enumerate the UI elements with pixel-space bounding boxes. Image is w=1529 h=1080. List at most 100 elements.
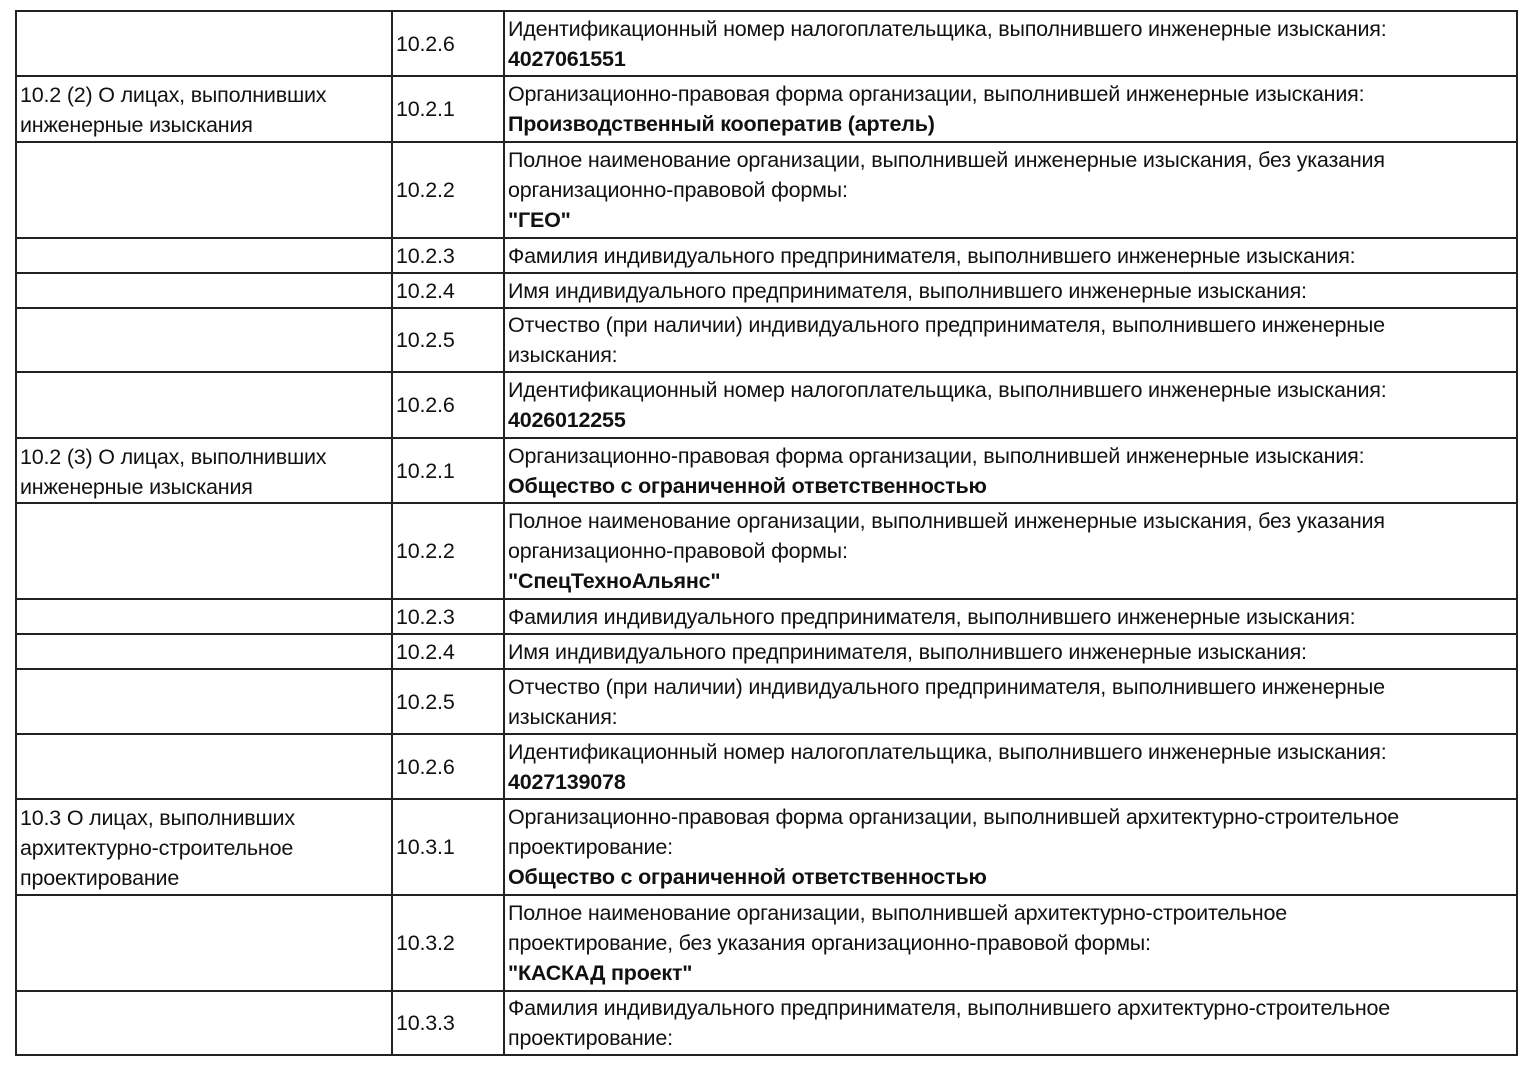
item-content: Полное наименование организации, выполни… bbox=[503, 894, 1518, 992]
section-cell bbox=[15, 307, 393, 373]
item-label: Идентификационный номер налогоплательщик… bbox=[508, 739, 1387, 764]
item-label: изыскания: bbox=[508, 704, 618, 729]
item-content: Идентификационный номер налогоплательщик… bbox=[503, 733, 1518, 800]
table-row: 10.2.3 Фамилия индивидуального предприним… bbox=[15, 237, 1518, 274]
table-row: 10.3.3 Фамилия индивидуального предприним… bbox=[15, 990, 1518, 1056]
item-content: Имя индивидуального предпринимателя, вып… bbox=[503, 272, 1518, 309]
table-row: 10.2.3 Фамилия индивидуального предприним… bbox=[15, 598, 1518, 635]
item-content: Отчество (при наличии) индивидуального п… bbox=[503, 307, 1518, 373]
item-content: Организационно-правовая форма организаци… bbox=[503, 798, 1518, 896]
item-code: 10.2.4 bbox=[391, 633, 505, 670]
section-cell bbox=[15, 990, 393, 1056]
section-cell bbox=[15, 598, 393, 635]
section-title: 10.2 (3) О лицах, выполнивших bbox=[20, 445, 327, 469]
section-cell: 10.2 (2) О лицах, выполнивших инженерные … bbox=[15, 75, 393, 143]
item-content: Организационно-правовая форма организаци… bbox=[503, 437, 1518, 504]
item-label: Полное наименование организации, выполни… bbox=[508, 148, 1385, 172]
table-row: 10.2.2 Полное наименование организации, в… bbox=[15, 141, 1518, 239]
item-code: 10.2.2 bbox=[391, 141, 505, 239]
item-content: Имя индивидуального предпринимателя, вып… bbox=[503, 633, 1518, 670]
item-label: Организационно-правовая форма организаци… bbox=[508, 82, 1365, 106]
item-content: Фамилия индивидуального предпринимателя,… bbox=[503, 237, 1518, 274]
item-label: организационно-правовой формы: bbox=[508, 178, 848, 202]
item-label: Имя индивидуального предпринимателя, вып… bbox=[508, 639, 1307, 664]
item-code: 10.3.3 bbox=[391, 990, 505, 1056]
section-cell bbox=[15, 733, 393, 800]
item-code: 10.2.6 bbox=[391, 733, 505, 800]
item-value: "ГЕО" bbox=[508, 208, 571, 232]
item-value: Общество с ограниченной ответственностью bbox=[508, 865, 987, 889]
section-title: 10.2 (2) О лицах, выполнивших bbox=[20, 83, 327, 107]
item-code: 10.2.5 bbox=[391, 307, 505, 373]
section-cell bbox=[15, 141, 393, 239]
section-title: 10.3 О лицах, выполнивших bbox=[20, 806, 295, 830]
item-label: Идентификационный номер налогоплательщик… bbox=[508, 16, 1387, 41]
item-value: "КАСКАД проект" bbox=[508, 961, 693, 985]
item-code: 10.2.6 bbox=[391, 371, 505, 439]
table-row: 10.3 О лицах, выполнивших архитектурно-ст… bbox=[15, 798, 1518, 896]
table-row: 10.2.5 Отчество (при наличии) индивидуаль… bbox=[15, 668, 1518, 735]
item-label: Организационно-правовая форма организаци… bbox=[508, 443, 1365, 468]
item-content: Отчество (при наличии) индивидуального п… bbox=[503, 668, 1518, 735]
item-code: 10.3.1 bbox=[391, 798, 505, 896]
item-content: Фамилия индивидуального предпринимателя,… bbox=[503, 598, 1518, 635]
item-label: Фамилия индивидуального предпринимателя,… bbox=[508, 604, 1356, 629]
section-cell bbox=[15, 894, 393, 992]
section-title: инженерные изыскания bbox=[20, 113, 253, 137]
table-row: 10.2 (3) О лицах, выполнивших инженерные … bbox=[15, 437, 1518, 504]
table-row: 10.2.6 Идентификационный номер налогоплат… bbox=[15, 10, 1518, 77]
item-content: Идентификационный номер налогоплательщик… bbox=[503, 10, 1518, 77]
document-table: 10.2.6 Идентификационный номер налогоплат… bbox=[15, 10, 1518, 1056]
section-cell bbox=[15, 237, 393, 274]
item-value: 4027139078 bbox=[508, 769, 626, 794]
item-label: проектирование: bbox=[508, 1026, 673, 1050]
item-value: 4026012255 bbox=[508, 408, 626, 432]
section-cell: 10.2 (3) О лицах, выполнивших инженерные … bbox=[15, 437, 393, 504]
section-cell bbox=[15, 10, 393, 77]
item-content: Идентификационный номер налогоплательщик… bbox=[503, 371, 1518, 439]
table-row: 10.2.4 Имя индивидуального предпринимател… bbox=[15, 633, 1518, 670]
item-content: Фамилия индивидуального предпринимателя,… bbox=[503, 990, 1518, 1056]
item-label: Отчество (при наличии) индивидуального п… bbox=[508, 674, 1385, 699]
item-content: Полное наименование организации, выполни… bbox=[503, 502, 1518, 600]
item-code: 10.2.1 bbox=[391, 437, 505, 504]
section-cell bbox=[15, 502, 393, 600]
item-label: Фамилия индивидуального предпринимателя,… bbox=[508, 996, 1391, 1020]
section-title: проектирование bbox=[20, 866, 180, 890]
item-label: проектирование, без указания организацио… bbox=[508, 931, 1151, 955]
item-code: 10.2.4 bbox=[391, 272, 505, 309]
item-label: Полное наименование организации, выполни… bbox=[508, 901, 1287, 925]
item-label: Организационно-правовая форма организаци… bbox=[508, 805, 1399, 829]
item-code: 10.2.3 bbox=[391, 598, 505, 635]
item-label: организационно-правовой формы: bbox=[508, 539, 848, 563]
section-title: инженерные изыскания bbox=[20, 475, 253, 499]
section-title: архитектурно-строительное bbox=[20, 836, 294, 860]
table-row: 10.2.2 Полное наименование организации, в… bbox=[15, 502, 1518, 600]
table-row: 10.2.6 Идентификационный номер налогоплат… bbox=[15, 371, 1518, 439]
table-row: 10.2.4 Имя индивидуального предпринимател… bbox=[15, 272, 1518, 309]
item-label: Полное наименование организации, выполни… bbox=[508, 509, 1385, 533]
item-label: Отчество (при наличии) индивидуального п… bbox=[508, 313, 1385, 337]
table-row: 10.3.2 Полное наименование организации, в… bbox=[15, 894, 1518, 992]
item-code: 10.3.2 bbox=[391, 894, 505, 992]
item-value: Производственный кооператив (артель) bbox=[508, 112, 935, 136]
section-cell: 10.3 О лицах, выполнивших архитектурно-ст… bbox=[15, 798, 393, 896]
item-content: Организационно-правовая форма организаци… bbox=[503, 75, 1518, 143]
item-label: Идентификационный номер налогоплательщик… bbox=[508, 378, 1387, 402]
section-cell bbox=[15, 633, 393, 670]
table-row: 10.2.5 Отчество (при наличии) индивидуаль… bbox=[15, 307, 1518, 373]
item-code: 10.2.6 bbox=[391, 10, 505, 77]
section-cell bbox=[15, 371, 393, 439]
item-code: 10.2.2 bbox=[391, 502, 505, 600]
section-cell bbox=[15, 272, 393, 309]
item-label: изыскания: bbox=[508, 343, 618, 367]
item-code: 10.2.3 bbox=[391, 237, 505, 274]
item-label: проектирование: bbox=[508, 835, 673, 859]
table-row: 10.2.6 Идентификационный номер налогоплат… bbox=[15, 733, 1518, 800]
item-label: Имя индивидуального предпринимателя, вып… bbox=[508, 278, 1307, 303]
item-value: 4027061551 bbox=[508, 46, 626, 71]
item-label: Фамилия индивидуального предпринимателя,… bbox=[508, 243, 1356, 268]
item-code: 10.2.1 bbox=[391, 75, 505, 143]
table-row: 10.2 (2) О лицах, выполнивших инженерные … bbox=[15, 75, 1518, 143]
section-cell bbox=[15, 668, 393, 735]
